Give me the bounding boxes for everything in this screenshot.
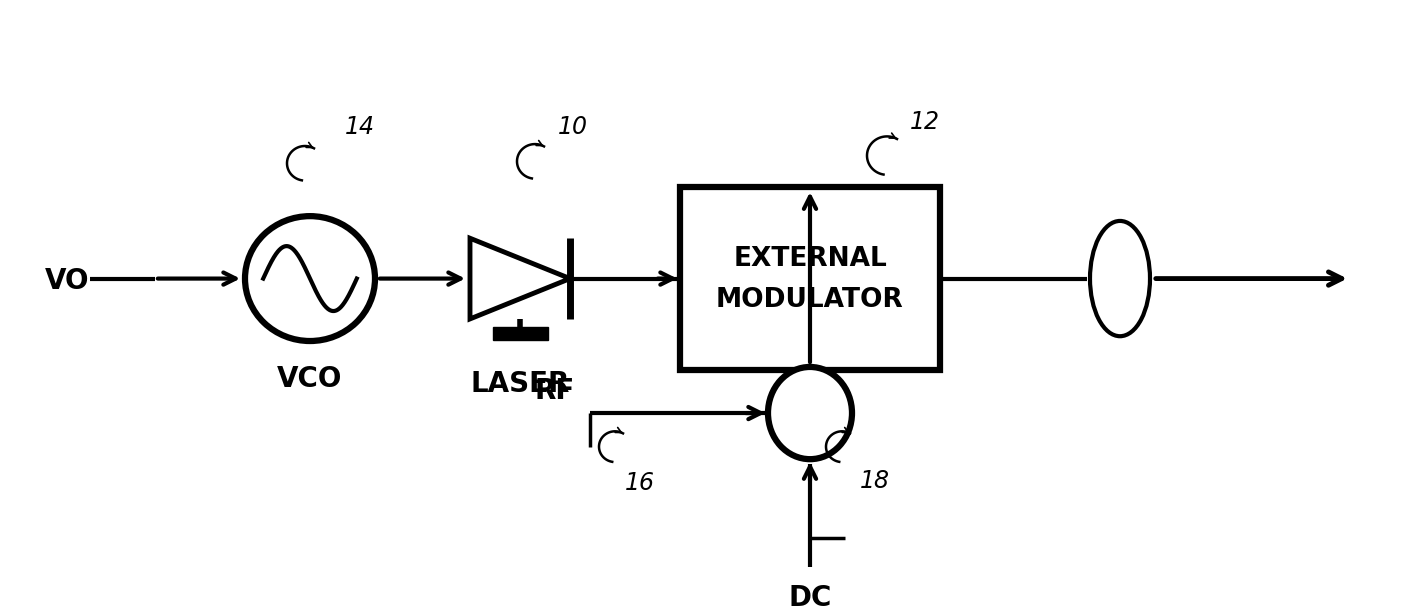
- Text: 12: 12: [911, 110, 940, 134]
- Text: VCO: VCO: [277, 365, 343, 393]
- Text: EXTERNAL: EXTERNAL: [733, 246, 887, 272]
- Ellipse shape: [1090, 221, 1150, 336]
- Text: 14: 14: [345, 115, 375, 139]
- Text: DC: DC: [789, 584, 832, 612]
- Polygon shape: [469, 238, 570, 319]
- Text: 18: 18: [860, 469, 890, 493]
- Text: 10: 10: [558, 115, 588, 139]
- Text: LASER: LASER: [471, 370, 570, 398]
- Text: VO: VO: [45, 267, 90, 295]
- Circle shape: [245, 216, 375, 341]
- Bar: [679, 188, 940, 370]
- Text: RF: RF: [535, 378, 574, 405]
- Text: MODULATOR: MODULATOR: [716, 287, 904, 313]
- Bar: [493, 327, 548, 340]
- Ellipse shape: [768, 367, 852, 459]
- Text: 16: 16: [625, 471, 656, 495]
